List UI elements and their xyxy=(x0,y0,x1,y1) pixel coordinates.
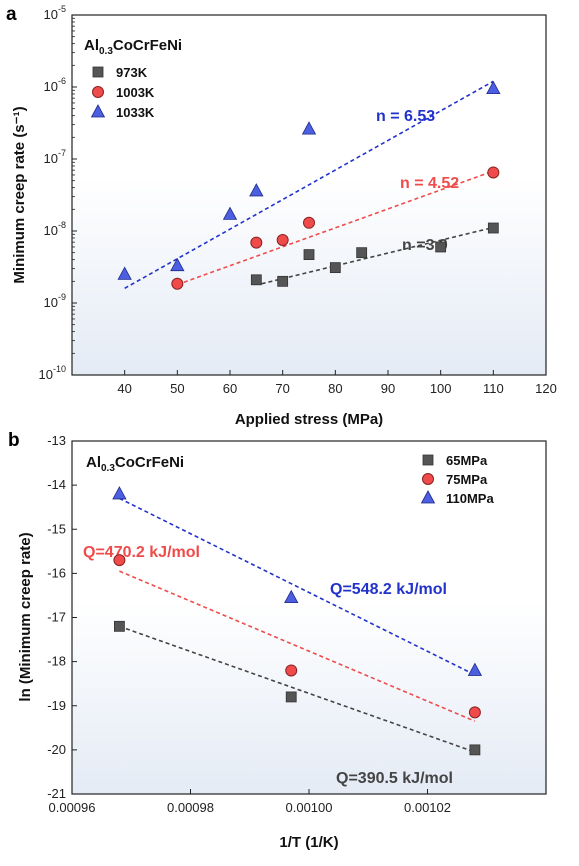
panel-a-data-point xyxy=(487,222,499,234)
panel-a-y-tick-label: 10-8 xyxy=(44,220,66,238)
panel-b-legend-marker xyxy=(422,473,434,485)
panel-a-letter: a xyxy=(6,4,17,25)
panel-b-frame xyxy=(71,440,547,795)
panel-a-data-point xyxy=(249,183,264,197)
panel-a-plot-area xyxy=(72,15,546,375)
panel-a-legend-label: 1033K xyxy=(116,105,155,120)
panel-a-data-point xyxy=(301,121,317,135)
panel-a-data-point xyxy=(277,275,289,287)
panel-a-y-tick-label: 10-5 xyxy=(44,4,66,22)
panel-a-data-point xyxy=(303,216,315,229)
panel-b-data-point xyxy=(284,589,299,604)
panel-a-data-point xyxy=(303,249,315,261)
panel-a-data-point xyxy=(222,206,238,220)
panel-b-legend-label: 75MPa xyxy=(446,472,488,487)
panel-a-fit-line xyxy=(261,226,494,285)
panel-a-x-tick-label: 70 xyxy=(275,381,289,396)
panel-b-plot-area xyxy=(72,441,546,794)
panel-a-data-point xyxy=(329,262,341,274)
panel-b-legend-label: 65MPa xyxy=(446,453,488,468)
panel-b-y-tick-label: -20 xyxy=(47,742,66,757)
panel-b-fit-label: Q=390.5 kJ/mol xyxy=(336,770,453,787)
panel-a-data-point xyxy=(171,277,184,290)
panel-b-data-point xyxy=(285,664,298,677)
panel-a-x-tick-label: 50 xyxy=(170,381,184,396)
panel-b-data-point xyxy=(285,691,297,703)
panel-a-x-tick-label: 90 xyxy=(381,381,395,396)
panel-b-legend-marker xyxy=(420,490,436,504)
panel-b-letter: b xyxy=(8,430,20,451)
panel-a-data-point xyxy=(486,80,501,95)
panel-a-y-tick-label: 10-10 xyxy=(39,364,66,382)
panel-a-data-point xyxy=(250,274,262,286)
panel-b-y-axis-title: ln (Minimum creep rate) xyxy=(17,532,34,701)
panel-a-data-point xyxy=(356,247,368,259)
panel-b-data-point xyxy=(469,744,481,756)
panel-b-y-tick-label: -19 xyxy=(47,698,66,713)
panel-a-chart: a Al0.3CoCrFeNi Applied stress (MPa) Min… xyxy=(6,4,557,428)
panel-a-x-tick-label: 40 xyxy=(117,381,131,396)
panel-a-x-axis-title: Applied stress (MPa) xyxy=(235,411,383,428)
panel-a-y-axis-title: Minimum creep rate (s⁻¹) xyxy=(11,106,28,283)
panel-b-y-tick-label: -18 xyxy=(47,654,66,669)
panel-b-y-tick-label: -16 xyxy=(47,565,66,580)
panel-a-legend-label: 1003K xyxy=(116,85,155,100)
panel-a-fit-line xyxy=(124,80,494,290)
panel-a-legend-marker xyxy=(90,104,106,118)
panel-b-y-tick-label: -21 xyxy=(47,786,66,801)
panel-b-data-point xyxy=(114,620,125,632)
panel-b-y-tick-label: -17 xyxy=(47,610,66,625)
panel-b-x-axis-title: 1/T (1/K) xyxy=(279,834,338,851)
panel-a-y-tick-label: 10-9 xyxy=(44,292,66,310)
panel-a-x-tick-label: 120 xyxy=(535,381,557,396)
panel-b-y-tick-label: -13 xyxy=(47,433,66,448)
panel-a-x-tick-label: 110 xyxy=(483,381,504,396)
panel-b-data-point xyxy=(113,554,126,567)
panel-b-data-point xyxy=(468,706,481,719)
panel-a-x-tick-label: 80 xyxy=(328,381,342,396)
panel-a-frame xyxy=(71,14,547,376)
panel-b-fit-label: Q=470.2 kJ/mol xyxy=(83,544,200,561)
panel-a-legend-marker xyxy=(92,66,104,78)
panel-a-legend-marker xyxy=(92,86,104,98)
panel-a-material-label: Al0.3CoCrFeNi xyxy=(84,37,182,57)
panel-b-data-point xyxy=(112,486,127,500)
panel-a-y-tick-label: 10-6 xyxy=(44,76,66,94)
panel-a-x-tick-label: 60 xyxy=(223,381,237,396)
panel-b-x-tick-label: 0.00100 xyxy=(286,800,333,815)
panel-a-data-point xyxy=(435,241,447,253)
panel-a-data-point xyxy=(487,166,500,179)
panel-b-x-tick-label: 0.00098 xyxy=(167,800,214,815)
panel-a-fit-label: n = 4.52 xyxy=(400,175,459,192)
panel-a-data-point xyxy=(117,266,132,280)
panel-a-data-point xyxy=(276,233,289,246)
panel-a-legend-label: 973K xyxy=(116,65,148,80)
panel-b-chart: b Al0.3CoCrFeNi 1/T (1/K) ln (Minimum cr… xyxy=(8,430,547,851)
panel-b-legend-label: 110MPa xyxy=(446,491,494,506)
panel-b-fit-line xyxy=(119,570,476,722)
panel-b-legend-marker xyxy=(422,454,434,466)
panel-b-x-tick-label: 0.00102 xyxy=(404,800,451,815)
panel-b-y-tick-label: -14 xyxy=(47,477,66,492)
panel-b-x-tick-label: 0.00096 xyxy=(49,800,96,815)
panel-b-material-label: Al0.3CoCrFeNi xyxy=(86,454,184,474)
panel-a-y-tick-label: 10-7 xyxy=(44,148,66,166)
panel-b-fit-label: Q=548.2 kJ/mol xyxy=(330,581,447,598)
panel-a-x-tick-label: 100 xyxy=(430,381,452,396)
panel-a-data-point xyxy=(170,257,185,272)
panel-a-fit-label: n = 6.53 xyxy=(376,108,435,125)
panel-b-y-tick-label: -15 xyxy=(47,521,66,536)
panel-b-data-point xyxy=(467,662,483,676)
panel-a-data-point xyxy=(250,236,263,249)
panel-b-fit-line xyxy=(119,497,476,676)
